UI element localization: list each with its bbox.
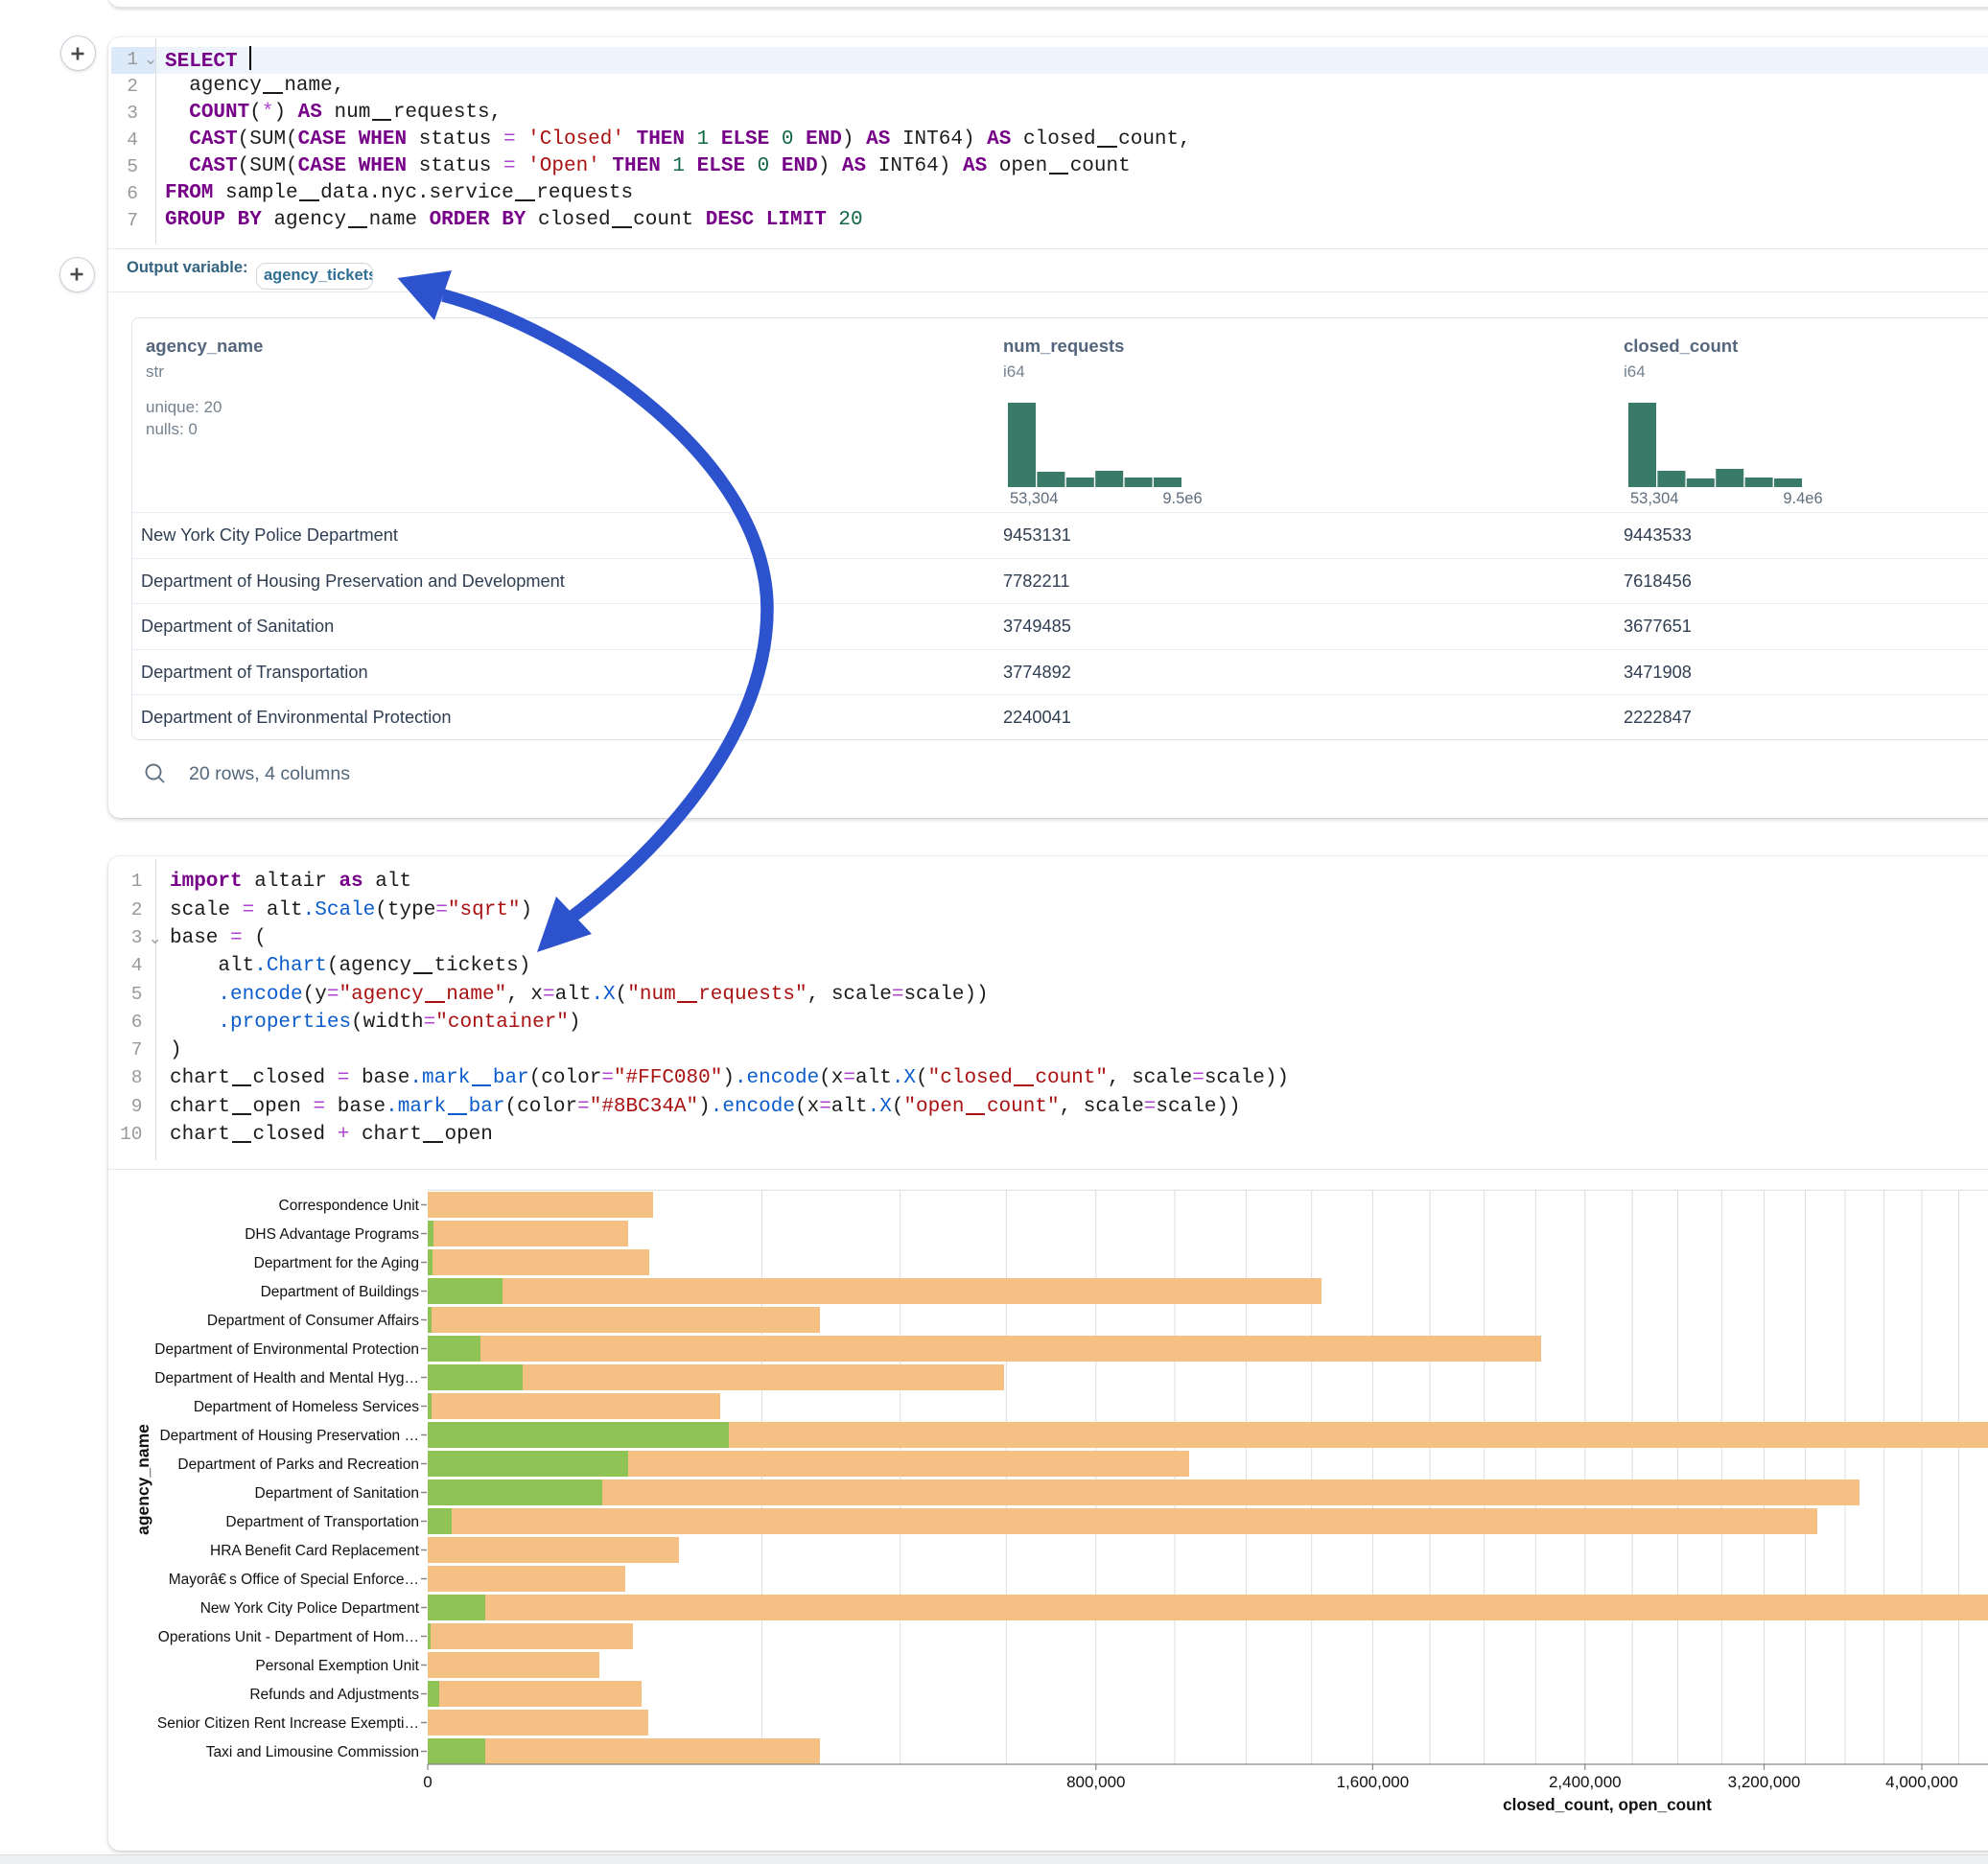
svg-text:DHS Advantage Programs: DHS Advantage Programs: [245, 1226, 419, 1243]
svg-text:New York City Police Departmen: New York City Police Department: [200, 1600, 420, 1617]
svg-text:2,400,000: 2,400,000: [1549, 1773, 1622, 1791]
svg-text:Department for the Aging: Department for the Aging: [254, 1255, 419, 1271]
svg-text:Senior Citizen Rent Increase E: Senior Citizen Rent Increase Exempti…: [157, 1715, 419, 1732]
svg-text:Operations Unit - Department o: Operations Unit - Department of Hom…: [158, 1629, 419, 1645]
svg-text:Taxi and Limousine Commission: Taxi and Limousine Commission: [206, 1744, 419, 1760]
svg-text:Department of Transportation: Department of Transportation: [225, 1514, 419, 1530]
svg-text:Personal Exemption Unit: Personal Exemption Unit: [255, 1658, 419, 1674]
svg-text:Department of Buildings: Department of Buildings: [261, 1284, 420, 1300]
svg-text:4,000,000: 4,000,000: [1885, 1773, 1958, 1791]
svg-text:Department of Sanitation: Department of Sanitation: [255, 1485, 419, 1502]
svg-text:Correspondence Unit: Correspondence Unit: [279, 1198, 420, 1214]
svg-text:0: 0: [423, 1773, 432, 1791]
svg-text:closed_count, open_count: closed_count, open_count: [1503, 1795, 1712, 1814]
svg-text:HRA Benefit Card Replacement: HRA Benefit Card Replacement: [210, 1543, 420, 1559]
svg-text:3,200,000: 3,200,000: [1728, 1773, 1801, 1791]
svg-text:Department of Housing Preserva: Department of Housing Preservation …: [159, 1428, 419, 1444]
svg-text:Department of Environmental Pr: Department of Environmental Protection: [154, 1341, 419, 1358]
svg-text:Mayorâ€ s Office of Special En: Mayorâ€ s Office of Special Enforce…: [169, 1572, 419, 1588]
svg-text:1,600,000: 1,600,000: [1337, 1773, 1410, 1791]
svg-text:Department of Consumer Affairs: Department of Consumer Affairs: [207, 1313, 419, 1329]
svg-text:Department of Parks and Recrea: Department of Parks and Recreation: [177, 1456, 419, 1473]
svg-text:Department of Health and Menta: Department of Health and Mental Hyg…: [154, 1370, 419, 1386]
svg-text:Department of Homeless Service: Department of Homeless Services: [194, 1399, 419, 1415]
svg-text:agency_name: agency_name: [133, 1424, 152, 1535]
svg-text:Refunds and Adjustments: Refunds and Adjustments: [249, 1687, 419, 1703]
svg-text:800,000: 800,000: [1066, 1773, 1125, 1791]
